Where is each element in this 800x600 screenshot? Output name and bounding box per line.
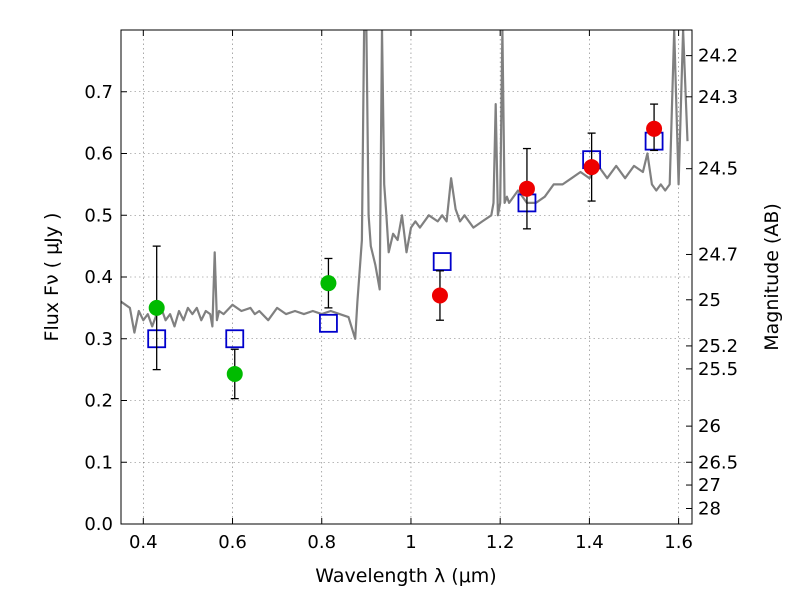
right-tick-label: 25.5 xyxy=(698,359,738,380)
right-tick-label: 24.5 xyxy=(698,159,738,180)
right-tick-label: 27 xyxy=(698,475,721,496)
model-square-point xyxy=(225,329,245,349)
y-tick-label: 0.1 xyxy=(84,452,113,473)
x-tick-label: 1.4 xyxy=(575,532,604,553)
observed-point xyxy=(148,299,165,316)
y-axis-label: Flux Fν ( μJy ) xyxy=(41,213,63,342)
x-tick-label: 0.8 xyxy=(307,532,336,553)
model-square-point xyxy=(319,313,338,333)
right-tick-label: 25.2 xyxy=(698,336,738,357)
x-tick-label: 0.6 xyxy=(218,532,247,553)
right-tick-label: 24.7 xyxy=(698,244,738,265)
right-axis-label: Magnitude (AB) xyxy=(761,203,783,351)
y-tick-label: 0.2 xyxy=(84,391,113,412)
right-tick-label: 24.3 xyxy=(698,87,738,108)
spectrum-line xyxy=(121,30,689,340)
x-tick-label: 1 xyxy=(405,532,416,553)
x-tick-label: 1.6 xyxy=(664,532,693,553)
right-tick-label: 24.2 xyxy=(698,46,738,67)
right-tick-label: 28 xyxy=(698,499,721,520)
observed-point xyxy=(646,120,663,137)
right-tick-label: 26.5 xyxy=(698,452,738,473)
observed-point xyxy=(583,159,600,176)
grid-layer xyxy=(121,30,692,525)
tick-layer: 0.4 0.6 0.8 1 1.2 1.4 1.6 0.0 0.1 0.2 0.3 0.4 0.5 0.6… xyxy=(84,30,738,553)
x-axis-label: Wavelength λ (μm) xyxy=(315,565,496,587)
model-square-point xyxy=(432,252,452,271)
y-tick-label: 0.3 xyxy=(84,329,113,350)
x-tick-label: 1.2 xyxy=(486,532,515,553)
data-layer xyxy=(121,30,689,400)
right-tick-label: 25 xyxy=(698,290,721,311)
right-tick-label: 26 xyxy=(698,416,721,437)
observed-point xyxy=(226,365,243,382)
x-tick-label: 0.4 xyxy=(129,532,158,553)
y-tick-label: 0.6 xyxy=(84,144,113,165)
y-tick-label: 0.0 xyxy=(84,514,113,535)
y-tick-label: 0.7 xyxy=(84,82,113,103)
y-tick-label: 0.5 xyxy=(84,205,113,226)
observed-point xyxy=(518,180,535,197)
observed-point xyxy=(320,275,337,292)
y-tick-label: 0.4 xyxy=(84,267,113,288)
observed-point xyxy=(431,287,448,304)
